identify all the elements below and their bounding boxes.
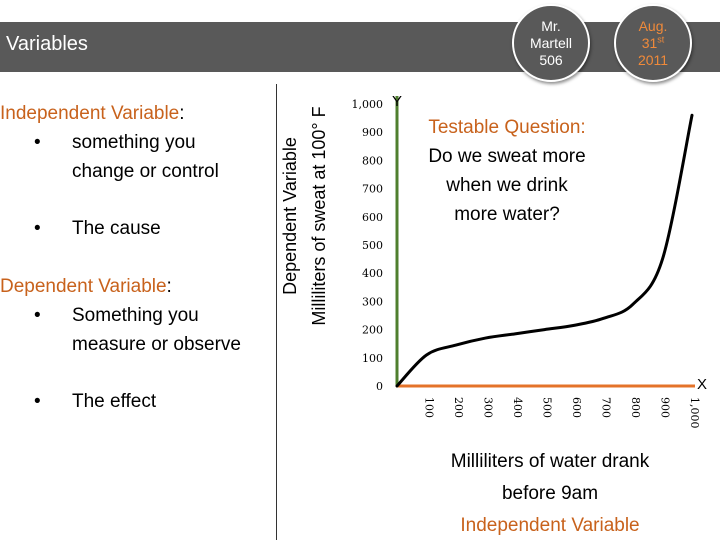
- y-tick-label: 500: [362, 239, 383, 252]
- independent-bullet-1: something you change or control: [72, 128, 219, 186]
- dependent-bullet-1-line1: Something you: [72, 305, 199, 326]
- y-tick-label: 900: [362, 126, 383, 139]
- dependent-heading-colon: :: [166, 276, 172, 297]
- testable-question-heading: Testable Question:: [428, 117, 586, 138]
- bullet-dot: •: [34, 132, 41, 153]
- dependent-bullet-1: Something you measure or observe: [72, 301, 241, 359]
- testable-question-line2: when we drink: [446, 175, 568, 196]
- date-badge-line1: Aug.: [638, 17, 668, 34]
- x-tick-label: 300: [482, 397, 495, 418]
- date-day: 31: [641, 34, 658, 51]
- y-tick-label: 600: [362, 211, 383, 224]
- teacher-badge-line3: 506: [539, 51, 563, 68]
- dependent-heading-label: Dependent Variable: [0, 276, 167, 297]
- x-tick-label: 400: [511, 397, 524, 418]
- x-axis-caption-line1: Milliliters of water drank: [450, 451, 650, 472]
- x-axis-letter: X: [697, 376, 707, 393]
- x-tick-label: 900: [659, 397, 672, 418]
- bullet-dot: •: [34, 218, 41, 239]
- independent-bullet-1-line2: change or control: [72, 161, 219, 182]
- independent-heading-colon: :: [179, 103, 185, 124]
- bullet-dot: •: [34, 391, 41, 412]
- date-badge: Aug. 31st 2011: [614, 4, 692, 82]
- x-tick-label: 500: [541, 397, 554, 418]
- column-divider: [276, 84, 277, 540]
- x-axis-caption: Milliliters of water drank before 9am In…: [405, 446, 695, 542]
- x-axis-caption-line2: before 9am: [501, 483, 599, 504]
- independent-heading: Independent Variable:: [0, 99, 185, 128]
- y-tick-label: 100: [362, 352, 383, 365]
- x-axis-caption-line3: Independent Variable: [460, 515, 640, 536]
- date-day-suffix: st: [657, 33, 665, 44]
- independent-bullet-2: The cause: [72, 218, 161, 239]
- x-tick-label: 1,000: [688, 397, 701, 429]
- y-axis-letter: Y: [392, 93, 402, 110]
- x-tick-label: 100: [423, 397, 436, 418]
- x-tick-label: 600: [570, 397, 583, 418]
- independent-heading-label: Independent Variable: [0, 103, 180, 124]
- date-badge-line2: 31st: [638, 33, 668, 52]
- testable-question: Testable Question: Do we sweat more when…: [400, 113, 614, 229]
- series-line: [395, 113, 694, 388]
- independent-bullet-1-line1: something you: [72, 132, 196, 153]
- y-tick-label: 300: [362, 295, 383, 308]
- slide-title: Variables: [6, 33, 88, 55]
- dependent-bullet-1-line2: measure or observe: [72, 334, 241, 355]
- testable-question-line1: Do we sweat more: [428, 146, 586, 167]
- testable-question-line3: more water?: [454, 204, 560, 225]
- y-tick-label: 0: [376, 380, 383, 393]
- y-tick-label: 700: [362, 183, 383, 196]
- x-tick-label: 800: [629, 397, 642, 418]
- y-tick-label: 1,000: [352, 98, 384, 111]
- bullet-dot: •: [34, 305, 41, 326]
- y-tick-label: 400: [362, 267, 383, 280]
- y-tick-label: 200: [362, 324, 383, 337]
- teacher-badge-line2: Martell: [529, 34, 572, 51]
- teacher-badge-line1: Mr.: [541, 17, 561, 34]
- y-tick-label: 800: [362, 154, 383, 167]
- title-bar: [0, 22, 720, 72]
- date-badge-line3: 2011: [637, 51, 669, 68]
- dependent-heading: Dependent Variable:: [0, 272, 172, 301]
- x-tick-label: 700: [600, 397, 613, 418]
- teacher-badge: Mr. Martell 506: [512, 4, 590, 82]
- x-tick-label: 200: [452, 397, 465, 418]
- dependent-bullet-2: The effect: [72, 391, 157, 412]
